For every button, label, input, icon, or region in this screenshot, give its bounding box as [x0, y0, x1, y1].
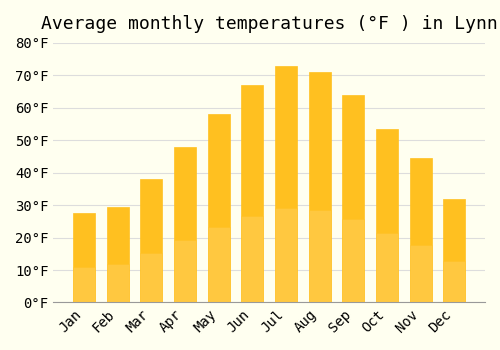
Bar	[275, 208, 297, 302]
Bar	[410, 245, 432, 302]
Bar	[342, 95, 364, 302]
Bar	[140, 253, 162, 302]
Bar	[174, 147, 196, 302]
Bar	[208, 227, 230, 302]
Bar	[376, 129, 398, 302]
Bar	[309, 210, 330, 302]
Bar	[309, 72, 330, 302]
Bar	[208, 114, 230, 302]
Bar	[73, 213, 95, 302]
Bar	[342, 219, 364, 302]
Bar	[174, 240, 196, 302]
Bar	[444, 261, 466, 302]
Title: Average monthly temperatures (°F ) in Lynn: Average monthly temperatures (°F ) in Ly…	[41, 15, 498, 33]
Bar	[140, 179, 162, 302]
Bar	[444, 199, 466, 302]
Bar	[73, 267, 95, 302]
Bar	[106, 264, 128, 302]
Bar	[242, 85, 264, 302]
Bar	[410, 158, 432, 302]
Bar	[106, 207, 128, 302]
Bar	[242, 216, 264, 302]
Bar	[275, 65, 297, 302]
Bar	[376, 233, 398, 302]
